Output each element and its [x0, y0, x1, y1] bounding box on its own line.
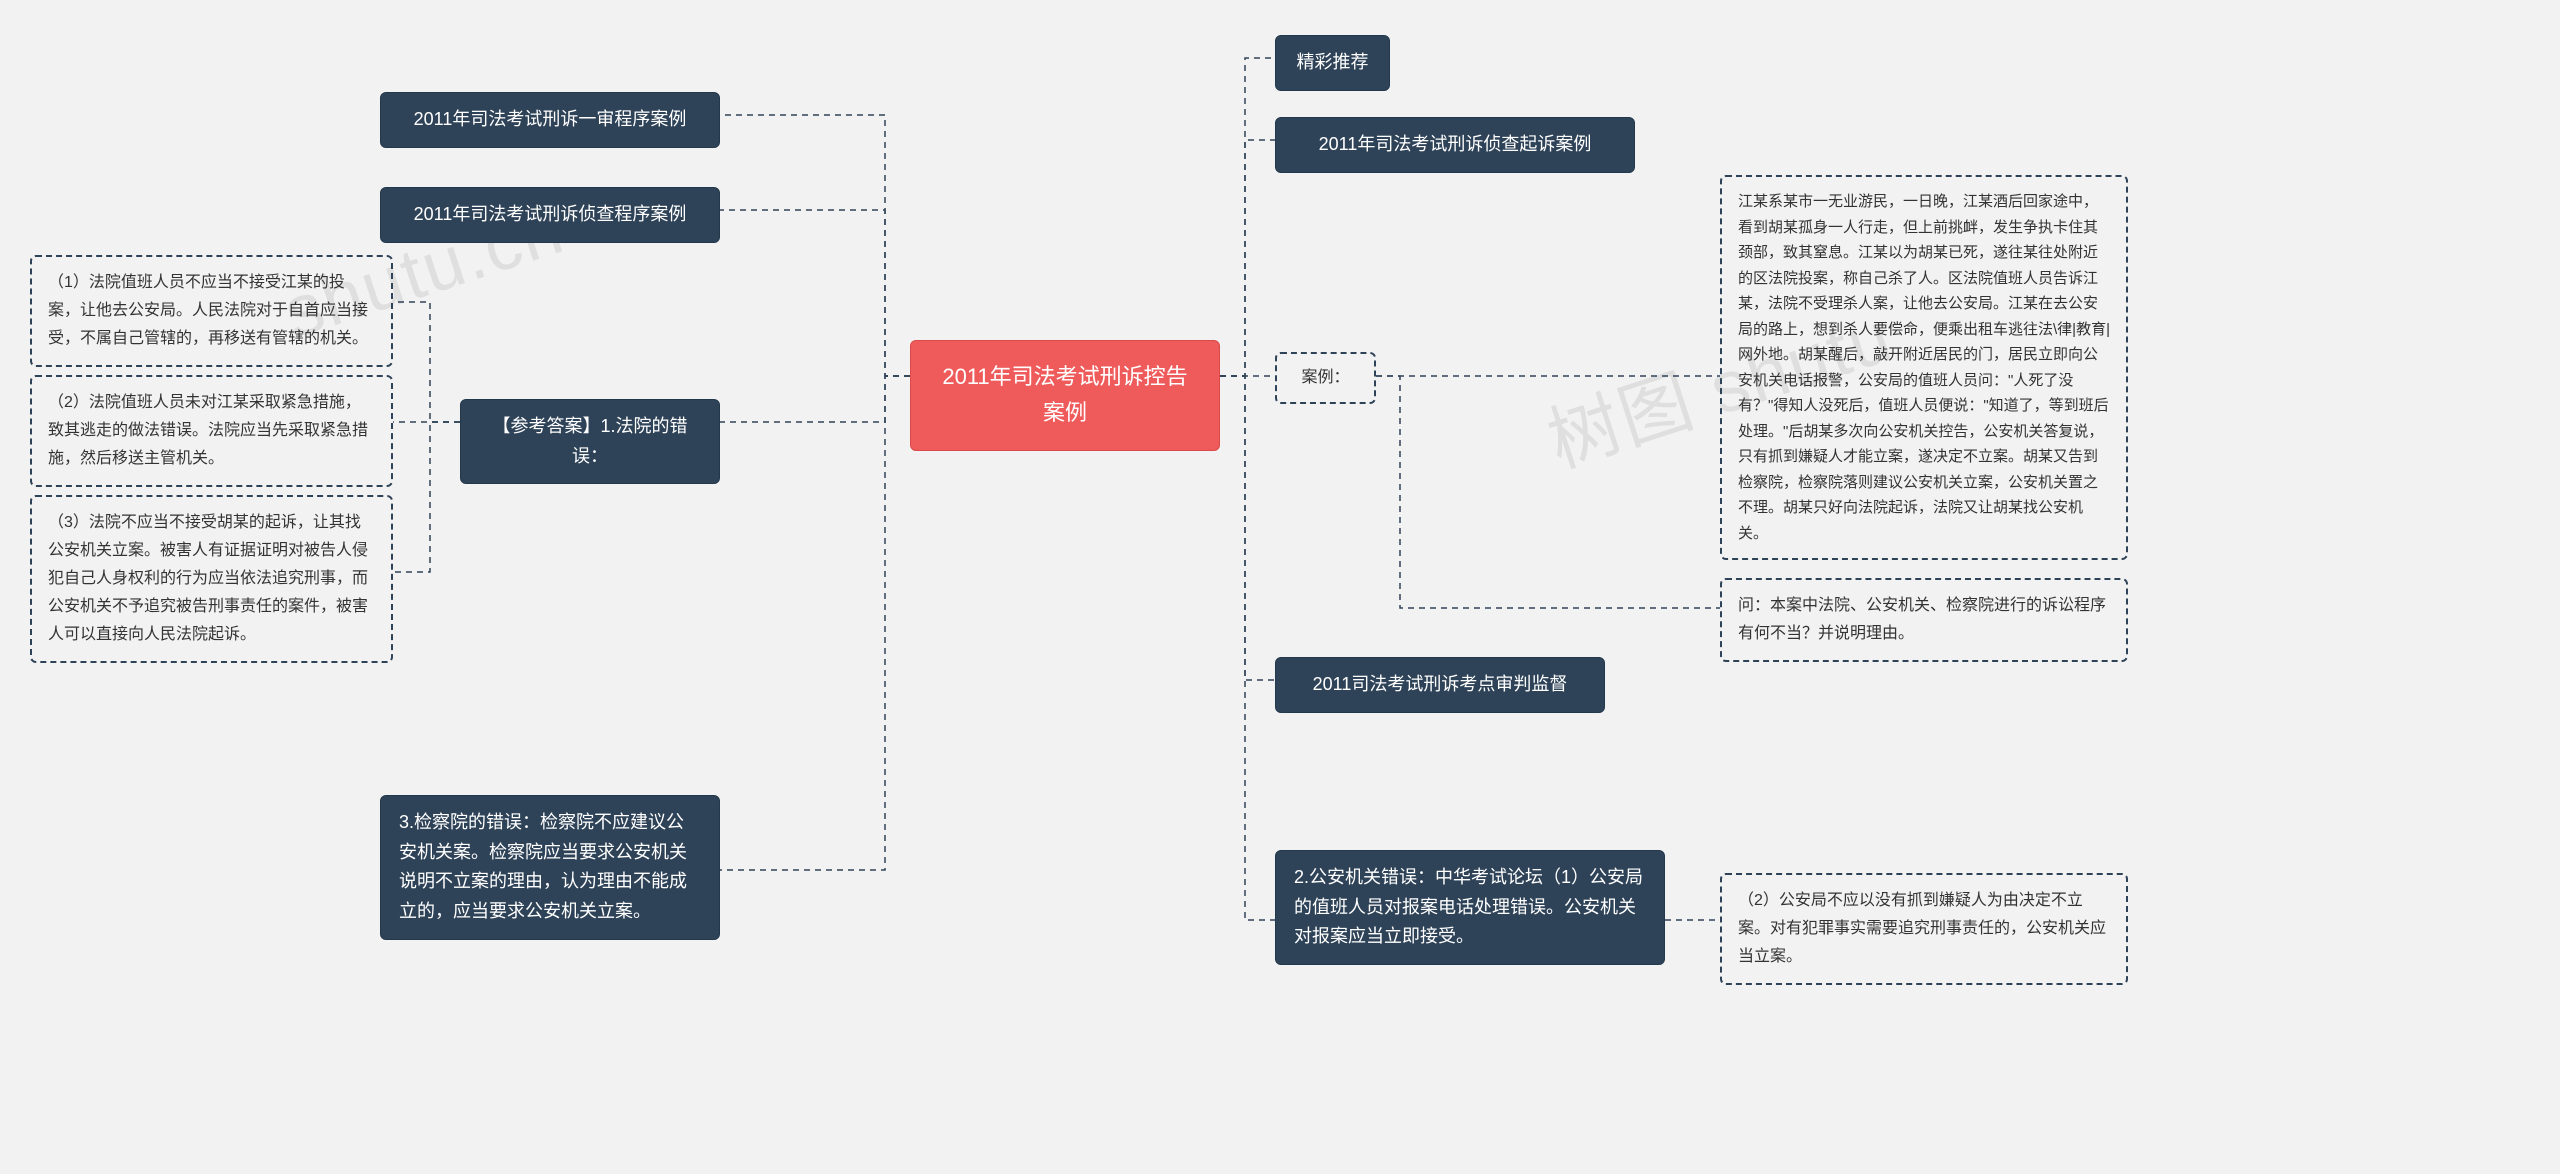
- left-n3-child-2: （2）法院值班人员未对江某采取紧急措施，致其逃走的做法错误。法院应当先采取紧急措…: [30, 375, 393, 487]
- right-node-4-label: 2011司法考试刑诉考点审判监督: [1313, 670, 1568, 700]
- right-n3-child-1: 江某系某市一无业游民，一日晚，江某酒后回家途中，看到胡某孤身一人行走，但上前挑衅…: [1720, 175, 2128, 560]
- left-node-1-label: 2011年司法考试刑诉一审程序案例: [414, 105, 687, 135]
- right-node-1: 精彩推荐: [1275, 35, 1390, 91]
- right-n3-child-2-text: 问：本案中法院、公安机关、检察院进行的诉讼程序有何不当？并说明理由。: [1738, 592, 2110, 648]
- right-node-5-label: 2.公安机关错误：中华考试论坛（1）公安局的值班人员对报案电话处理错误。公安机关…: [1294, 863, 1646, 952]
- left-n3-child-3: （3）法院不应当不接受胡某的起诉，让其找公安机关立案。被害人有证据证明对被告人侵…: [30, 495, 393, 663]
- right-node-4: 2011司法考试刑诉考点审判监督: [1275, 657, 1605, 713]
- left-n3-child-1: （1）法院值班人员不应当不接受江某的投案，让他去公安局。人民法院对于自首应当接受…: [30, 255, 393, 367]
- right-node-3-label: 案例：: [1301, 364, 1349, 392]
- right-n3-child-2: 问：本案中法院、公安机关、检察院进行的诉讼程序有何不当？并说明理由。: [1720, 578, 2128, 662]
- left-n3-child-3-text: （3）法院不应当不接受胡某的起诉，让其找公安机关立案。被害人有证据证明对被告人侵…: [48, 509, 375, 649]
- right-node-2-label: 2011年司法考试刑诉侦查起诉案例: [1319, 130, 1592, 160]
- left-node-4-label: 3.检察院的错误：检察院不应建议公安机关案。检察院应当要求公安机关说明不立案的理…: [399, 808, 701, 927]
- left-node-4: 3.检察院的错误：检察院不应建议公安机关案。检察院应当要求公安机关说明不立案的理…: [380, 795, 720, 940]
- right-node-2: 2011年司法考试刑诉侦查起诉案例: [1275, 117, 1635, 173]
- right-node-5: 2.公安机关错误：中华考试论坛（1）公安局的值班人员对报案电话处理错误。公安机关…: [1275, 850, 1665, 965]
- right-n5-child-1-text: （2）公安局不应以没有抓到嫌疑人为由决定不立案。对有犯罪事实需要追究刑事责任的，…: [1738, 887, 2110, 971]
- left-n3-child-1-text: （1）法院值班人员不应当不接受江某的投案，让他去公安局。人民法院对于自首应当接受…: [48, 269, 375, 353]
- right-node-1-label: 精彩推荐: [1297, 48, 1369, 78]
- left-node-3: 【参考答案】1.法院的错误：: [460, 399, 720, 484]
- left-node-1: 2011年司法考试刑诉一审程序案例: [380, 92, 720, 148]
- root-node: 2011年司法考试刑诉控告案例: [910, 340, 1220, 451]
- left-node-3-label: 【参考答案】1.法院的错误：: [479, 412, 701, 471]
- left-node-2-label: 2011年司法考试刑诉侦查程序案例: [414, 200, 687, 230]
- left-n3-child-2-text: （2）法院值班人员未对江某采取紧急措施，致其逃走的做法错误。法院应当先采取紧急措…: [48, 389, 375, 473]
- right-node-3: 案例：: [1275, 352, 1376, 404]
- left-node-2: 2011年司法考试刑诉侦查程序案例: [380, 187, 720, 243]
- root-label: 2011年司法考试刑诉控告案例: [942, 359, 1187, 432]
- right-n3-child-1-text: 江某系某市一无业游民，一日晚，江某酒后回家途中，看到胡某孤身一人行走，但上前挑衅…: [1738, 189, 2110, 546]
- right-n5-child-1: （2）公安局不应以没有抓到嫌疑人为由决定不立案。对有犯罪事实需要追究刑事责任的，…: [1720, 873, 2128, 985]
